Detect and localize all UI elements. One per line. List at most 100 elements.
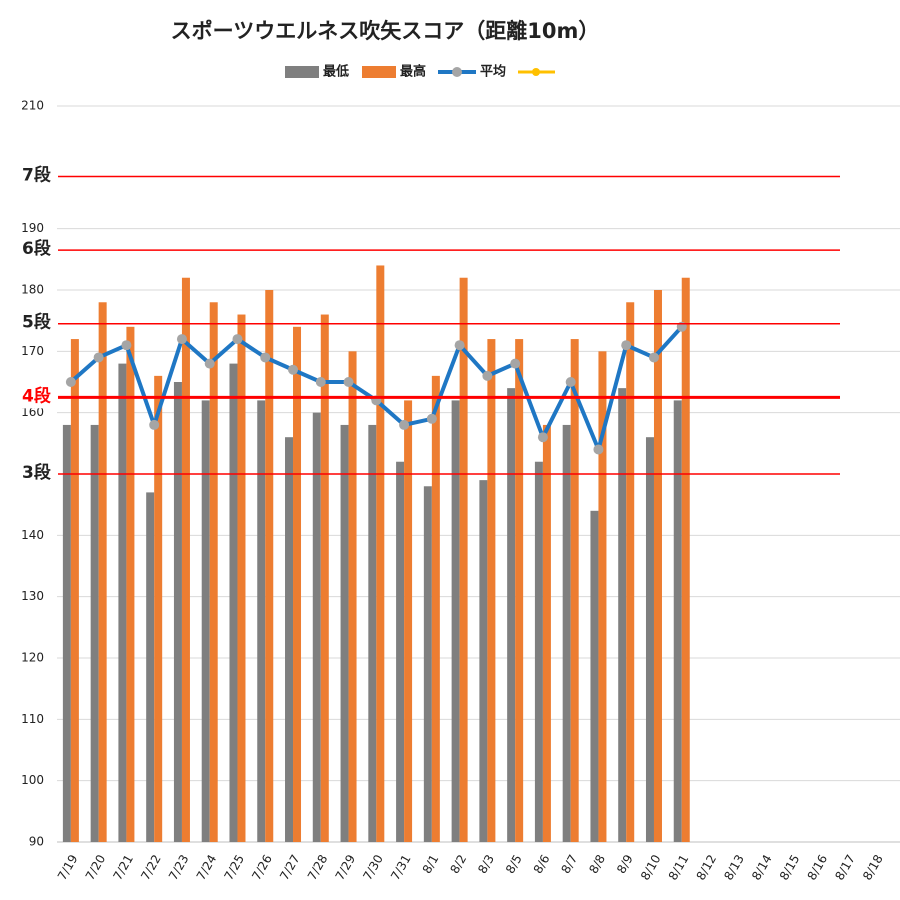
bar: [209, 302, 218, 842]
bar: [237, 314, 246, 842]
legend-label: 平均: [480, 64, 506, 80]
bar: [229, 363, 238, 842]
avg-marker: [621, 340, 632, 351]
x-tick-label: 8/18: [860, 852, 886, 882]
x-tick-label: 8/3: [475, 852, 497, 876]
x-tick-label: 7/30: [360, 852, 386, 882]
bar: [118, 363, 127, 842]
bar: [423, 486, 432, 842]
bar: [479, 480, 488, 842]
bar: [154, 375, 163, 842]
avg-marker: [510, 358, 521, 369]
x-tick-label: 8/15: [777, 852, 803, 882]
x-tick-label: 8/11: [666, 852, 692, 882]
bar: [368, 424, 377, 842]
avg-marker: [315, 377, 326, 387]
bar: [90, 424, 99, 842]
avg-marker: [149, 419, 160, 430]
bar: [70, 339, 79, 842]
bar: [562, 424, 571, 842]
bar: [265, 290, 274, 842]
bar: [618, 388, 627, 842]
legend: 最低 最高 平均: [285, 64, 555, 80]
bar: [459, 277, 468, 842]
x-tick-label: 7/23: [166, 852, 192, 882]
rank-label-bg: [18, 312, 58, 335]
y-tick-label: 160: [21, 405, 44, 419]
x-tick-label: 7/31: [388, 852, 414, 882]
rank-label-bg: [18, 463, 58, 485]
bar: [257, 400, 266, 842]
x-tick-label: 7/25: [222, 852, 248, 882]
avg-marker: [426, 413, 437, 424]
legend-marker: [452, 67, 462, 77]
avg-marker: [648, 352, 659, 363]
avg-marker: [204, 358, 215, 369]
rank-label-bg: [18, 239, 58, 262]
y-tick-label: 100: [21, 773, 44, 787]
avg-marker: [232, 334, 243, 345]
x-tick-label: 7/28: [305, 852, 331, 882]
bar: [534, 461, 543, 842]
bar: [293, 326, 302, 842]
avg-marker: [537, 432, 548, 443]
bar: [570, 339, 579, 842]
x-tick-label: 8/14: [749, 852, 775, 882]
legend-swatch: [362, 66, 396, 78]
avg-marker: [399, 419, 410, 430]
x-tick-label: 8/7: [559, 852, 581, 876]
y-tick-label: 130: [21, 589, 44, 603]
y-tick-label: 120: [21, 651, 44, 665]
y-tick-label: 190: [21, 221, 44, 235]
avg-marker: [121, 340, 132, 351]
bar: [645, 437, 654, 842]
rank-label: 6段: [22, 238, 51, 259]
bar: [507, 388, 516, 842]
rank-label: 5段: [22, 312, 51, 333]
y-tick-label: 90: [29, 835, 44, 849]
legend-swatch: [285, 66, 319, 78]
bar: [487, 339, 496, 842]
legend-label: 最高: [400, 64, 426, 80]
bar: [451, 400, 460, 842]
legend-label: 最低: [323, 64, 349, 80]
x-tick-label: 7/26: [249, 852, 275, 882]
bar: [146, 492, 155, 842]
avg-marker: [454, 340, 465, 351]
y-tick-label: 140: [21, 528, 44, 542]
bar: [62, 424, 71, 842]
bar: [590, 510, 599, 842]
bar: [285, 437, 294, 842]
y-tick-label: 180: [21, 283, 44, 297]
legend-extra-marker: [532, 68, 540, 76]
bar: [396, 461, 405, 842]
x-tick-label: 7/29: [333, 852, 359, 882]
bar: [320, 314, 329, 842]
bar: [201, 400, 210, 842]
bar: [348, 351, 357, 842]
bar: [681, 277, 690, 842]
bar: [98, 302, 107, 842]
bar: [515, 339, 524, 842]
x-tick-label: 8/10: [638, 852, 664, 882]
avg-marker: [565, 377, 576, 387]
bar: [653, 290, 662, 842]
rank-label-bg: [18, 386, 58, 409]
x-tick-label: 8/16: [805, 852, 831, 882]
bar: [181, 277, 190, 842]
x-tick-label: 8/12: [694, 852, 720, 882]
avg-marker: [93, 352, 104, 363]
x-tick-label: 8/13: [721, 852, 747, 882]
y-tick-label: 110: [21, 712, 44, 726]
bar: [126, 326, 135, 842]
x-tick-label: 7/27: [277, 852, 303, 882]
avg-marker: [260, 352, 271, 363]
bar: [626, 302, 635, 842]
x-tick-label: 8/8: [586, 852, 608, 876]
x-tick-label: 7/22: [138, 852, 164, 882]
y-tick-label: 170: [21, 344, 44, 358]
avg-marker: [482, 370, 493, 381]
x-tick-label: 7/19: [55, 852, 81, 882]
avg-marker: [593, 444, 604, 455]
